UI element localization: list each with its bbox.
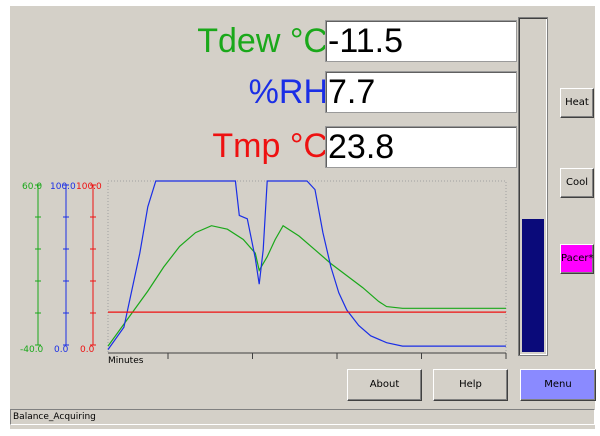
about-button-label: About (369, 379, 400, 390)
pacer-button[interactable]: Pacer* (560, 244, 594, 274)
about-button[interactable]: About (347, 369, 422, 401)
y-axis-min-label: 0.0 (80, 345, 95, 355)
x-axis-label: Minutes (108, 356, 144, 366)
pacer-button-label: Pacer* (561, 253, 594, 264)
menu-button[interactable]: Menu (520, 369, 596, 401)
series-line-rh (107, 180, 506, 350)
cool-button-label: Cool (566, 177, 588, 188)
app-window: Tdew °C %RH Tmp °C -11.5 7.7 23.8 Heat C… (10, 6, 596, 429)
level-meter (518, 17, 548, 356)
trend-chart: 60.0 -40.0 100.0 0.0 100.0 0.0 Minutes (20, 180, 507, 366)
dew-point-value: -11.5 (325, 20, 517, 62)
temperature-value: 23.8 (325, 126, 517, 168)
cool-button[interactable]: Cool (560, 168, 594, 198)
y-axis-min-label: 0.0 (54, 345, 69, 355)
y-axis-max-label: 100.0 (76, 182, 102, 192)
rh-label: %RH (248, 73, 328, 111)
help-button[interactable]: Help (433, 369, 508, 401)
status-bar: Balance_Acquiring (10, 409, 595, 425)
series-line-tdew (107, 224, 506, 347)
y-axis-max-label: 60.0 (22, 182, 42, 192)
plot-area (107, 180, 507, 354)
help-button-label: Help (459, 379, 482, 390)
status-text: Balance_Acquiring (13, 412, 96, 422)
y-axis-min-label: -40.0 (20, 345, 44, 355)
heat-button-label: Heat (565, 97, 589, 108)
dew-point-label: Tdew °C (197, 22, 328, 60)
level-meter-fill (522, 219, 544, 352)
heat-button[interactable]: Heat (560, 88, 594, 118)
y-axis-max-label: 100.0 (50, 182, 76, 192)
rh-value: 7.7 (325, 71, 517, 113)
menu-button-label: Menu (544, 379, 572, 390)
temperature-label: Tmp °C (212, 127, 328, 165)
